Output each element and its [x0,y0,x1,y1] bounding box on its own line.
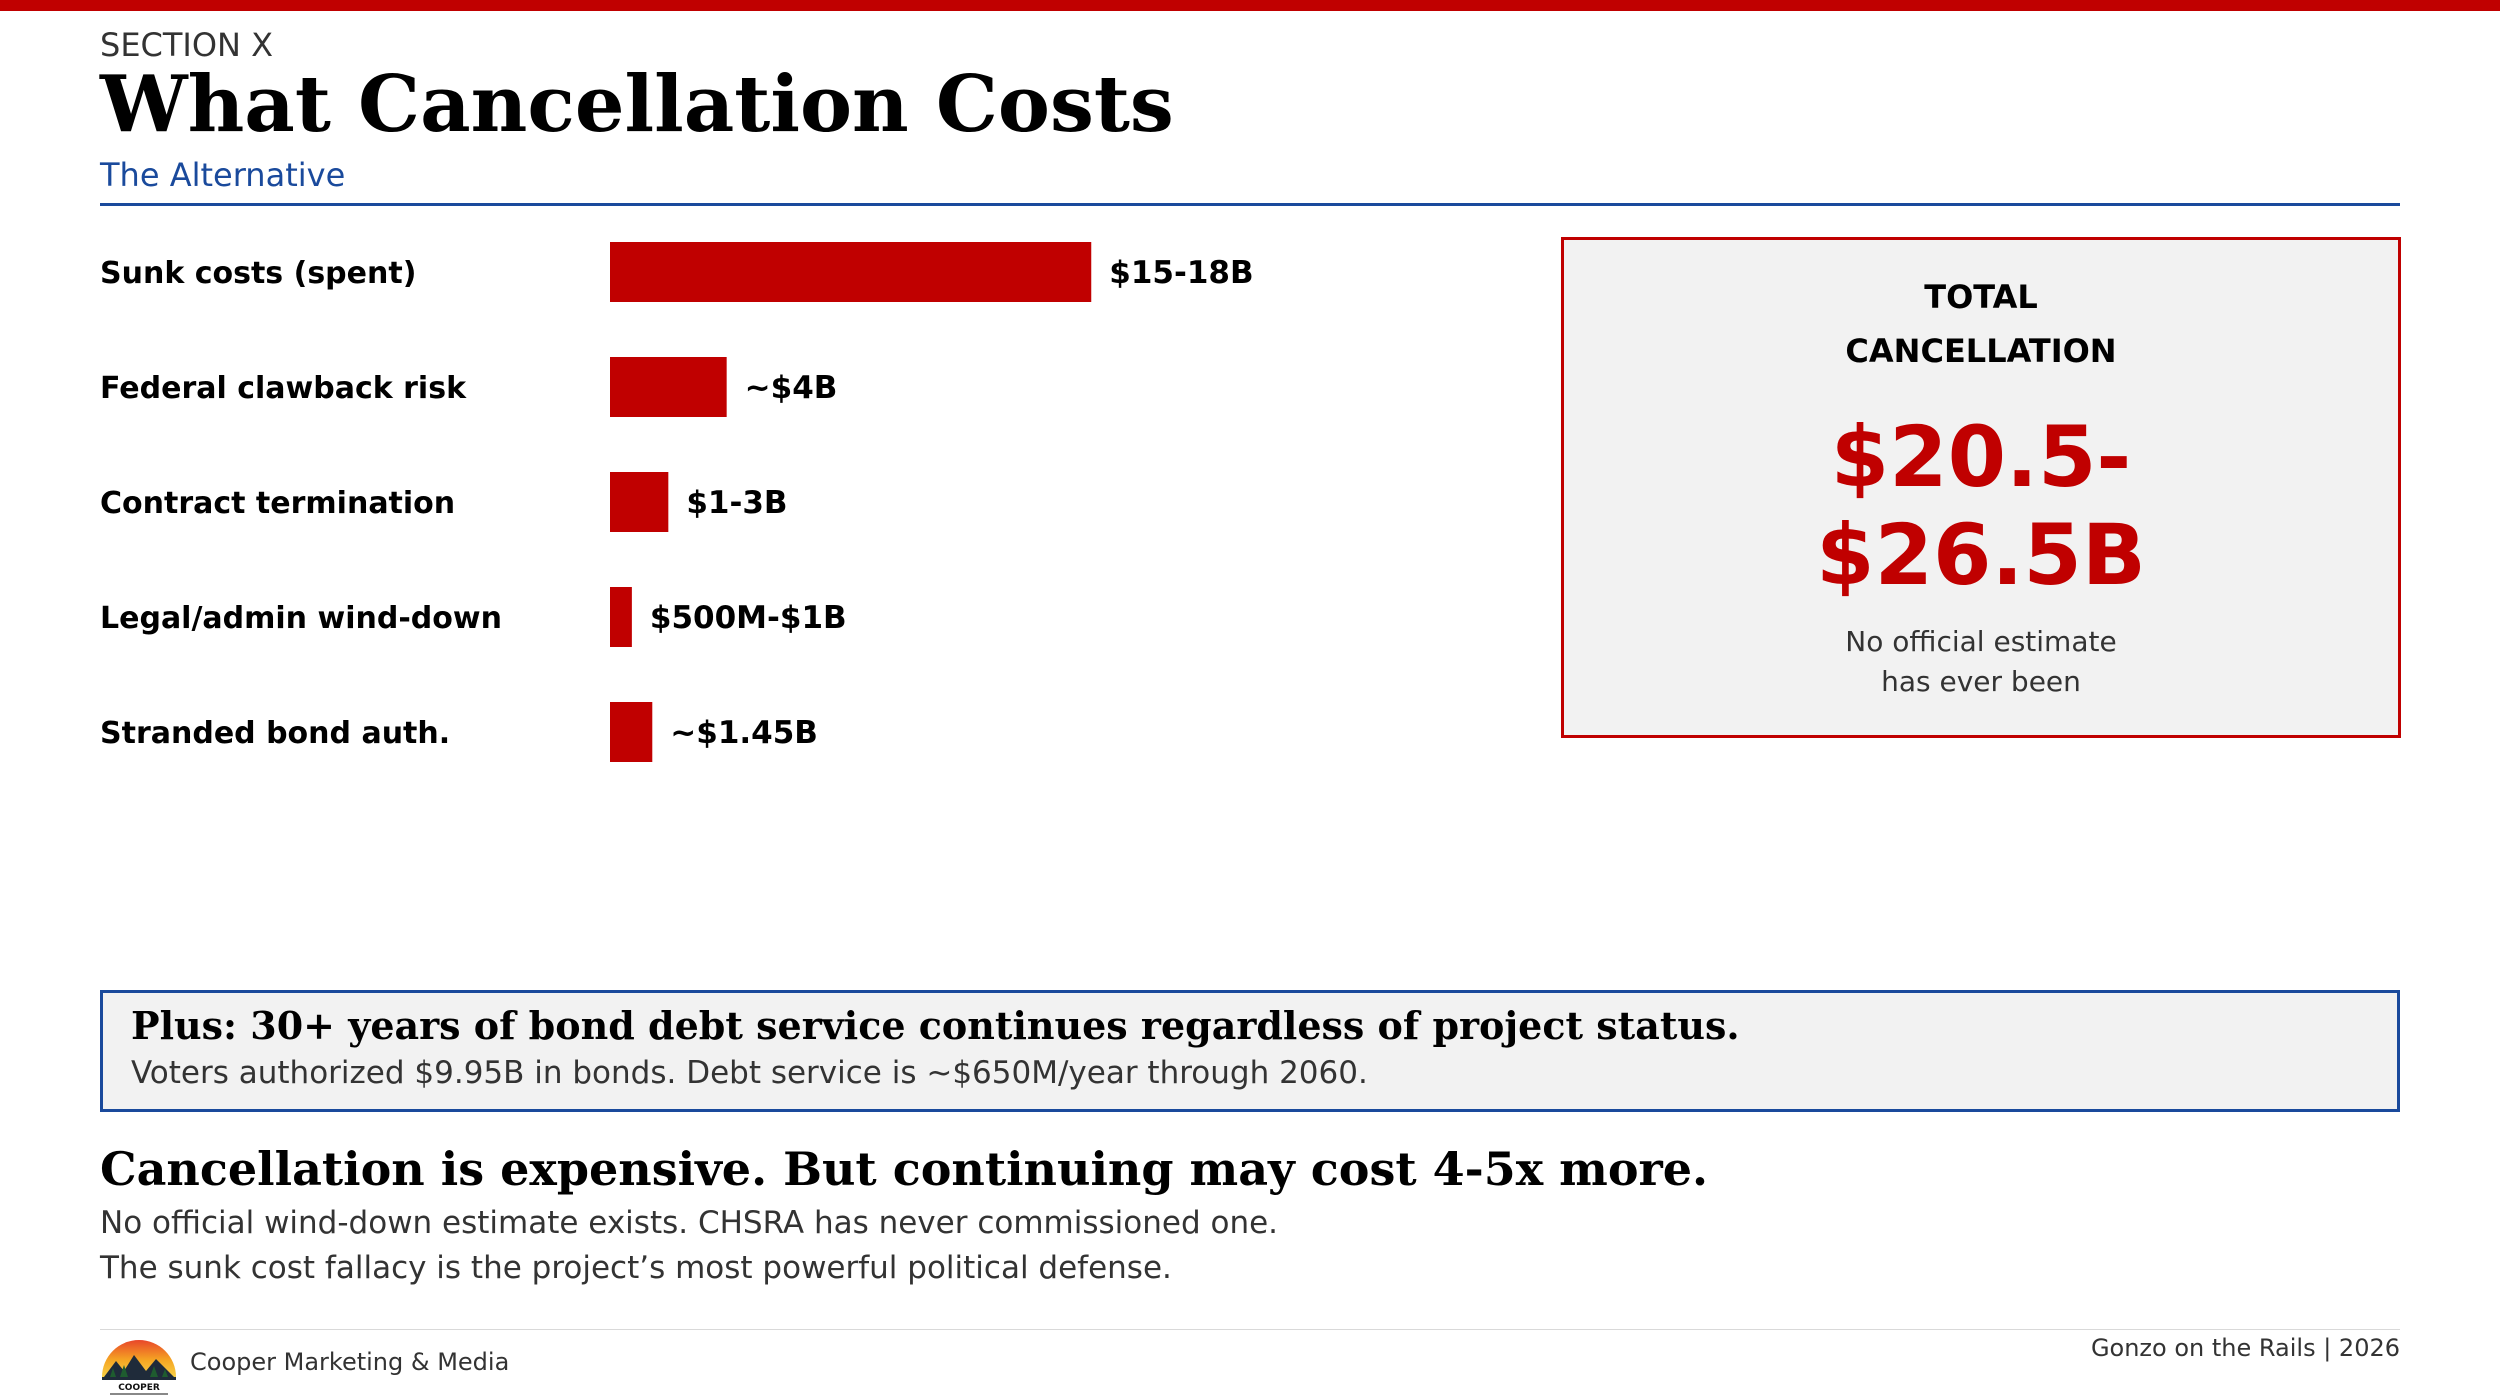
bar [610,702,653,762]
footer-series-year: Gonzo on the Rails | 2026 [2090,1334,2400,1362]
total-note-line2: has ever been [1881,665,2081,698]
footer-company: Cooper Marketing & Media [190,1348,510,1376]
footer-divider [100,1329,2400,1330]
cost-bar-chart: Sunk costs (spent) $15-18B Federal clawbac… [100,242,1254,762]
total-note-line1: No official estimate [1845,625,2117,658]
conclusion-heading: Cancellation is expensive. But continuin… [100,1142,1709,1196]
bar-value-label: $1-3B [686,485,787,521]
bar-category-label: Stranded bond auth. [100,716,450,751]
bar [610,587,632,647]
page-subtitle: The Alternative [100,156,346,194]
bar-value-label: $500M-$1B [650,600,847,636]
page-title: What Cancellation Costs [100,59,1174,150]
cooper-logo: COOPER [102,1340,176,1395]
bar-category-label: Legal/admin wind-down [100,601,502,636]
callout-text: Voters authorized $9.95B in bonds. Debt … [131,1055,1368,1091]
total-amount-line2: $26.5B [1816,506,2146,604]
conclusion-line-2: The sunk cost fallacy is the project’s m… [100,1250,1172,1286]
total-label-line1: TOTAL [1924,278,2038,316]
bond-debt-callout: Plus: 30+ years of bond debt service con… [100,990,2400,1112]
bar [610,472,669,532]
total-amount: $20.5- $26.5B [1564,408,2398,604]
callout-heading: Plus: 30+ years of bond debt service con… [131,1003,1740,1048]
top-accent-bar [0,0,2500,11]
total-note: No official estimate has ever been [1564,622,2398,702]
bar-value-label: ~$4B [745,370,838,406]
bar-category-label: Sunk costs (spent) [100,256,416,291]
bar-value-label: ~$1.45B [670,715,818,751]
bar-value-label: $15-18B [1109,255,1253,291]
conclusion-line-1: No official wind-down estimate exists. C… [100,1205,1279,1241]
total-label: TOTAL CANCELLATION [1564,270,2398,378]
total-label-line2: CANCELLATION [1845,332,2117,370]
bar-category-label: Contract termination [100,486,455,521]
bar-category-label: Federal clawback risk [100,371,467,406]
total-amount-line1: $20.5- [1830,408,2132,506]
section-label: SECTION X [100,26,274,64]
title-divider [100,203,2400,206]
bar [610,357,727,417]
total-cancellation-panel: TOTAL CANCELLATION $20.5- $26.5B No offi… [1561,237,2401,738]
logo-wordmark: COOPER [118,1383,160,1393]
bar [610,242,1092,302]
